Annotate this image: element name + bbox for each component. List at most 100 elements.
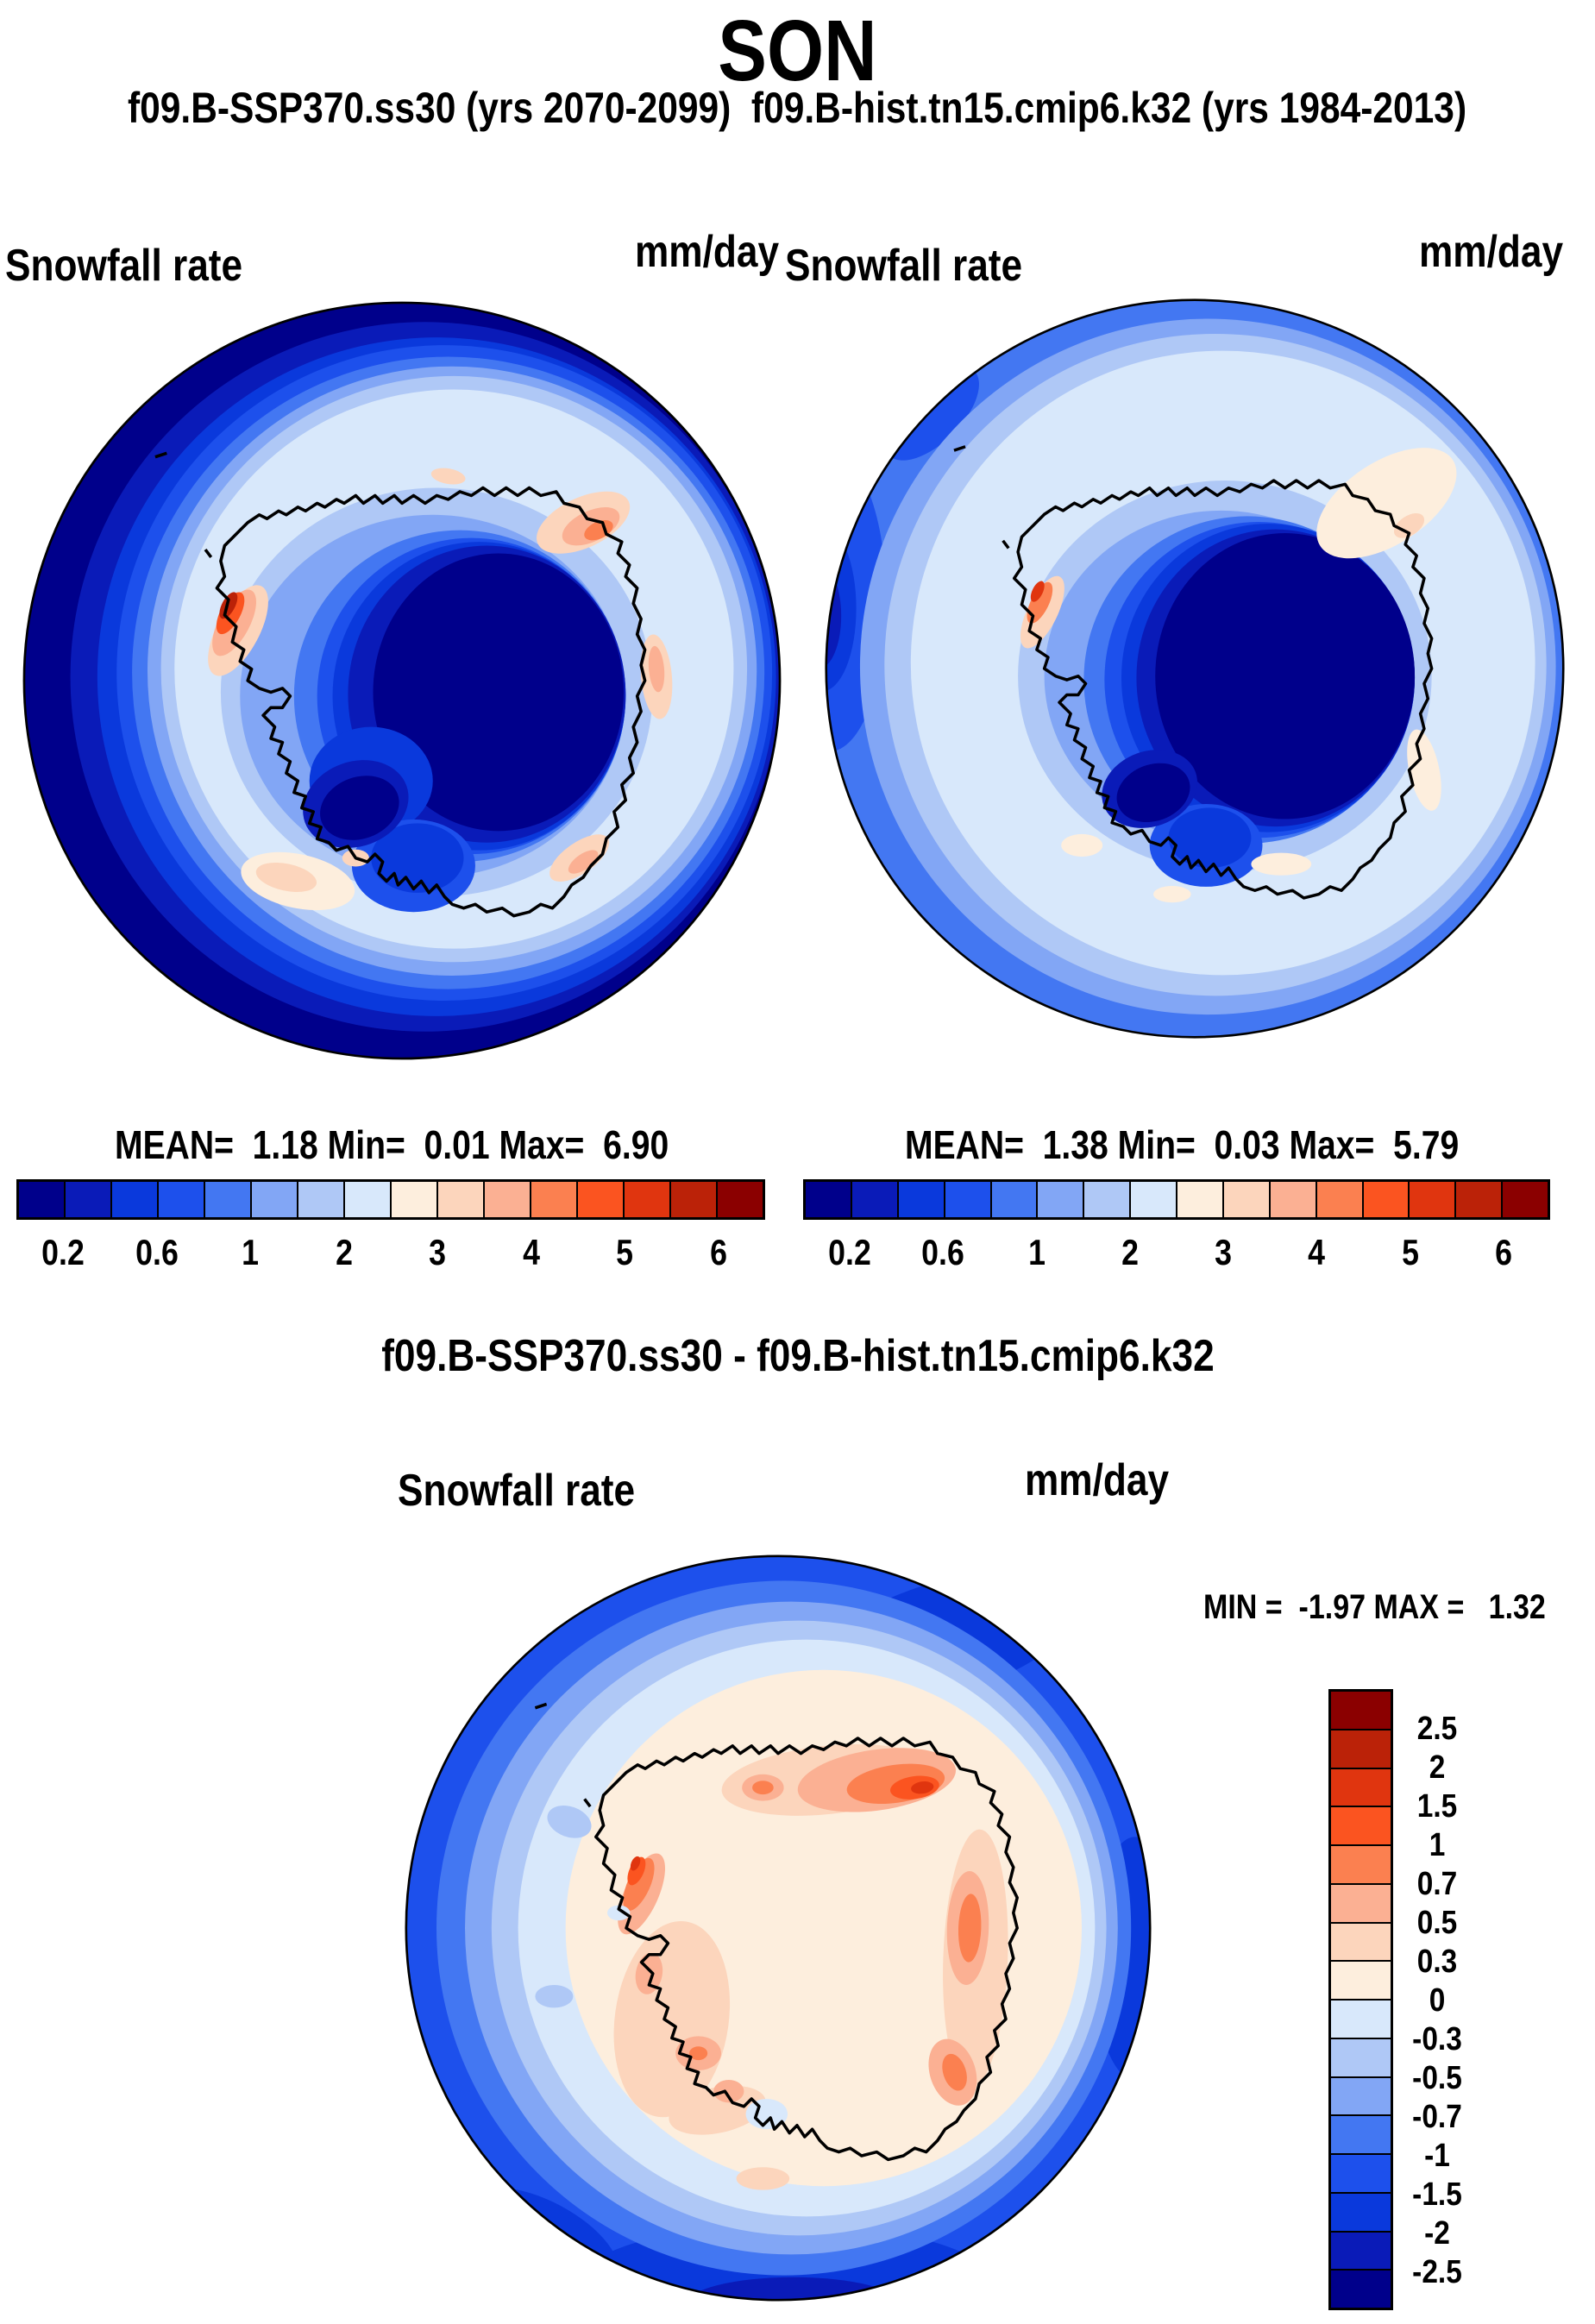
colorbar-cell [1454,1182,1502,1217]
colorbar-tick-label: 3 [429,1232,447,1272]
season-title: SON [0,2,1595,101]
colorbar-cell [896,1182,944,1217]
left-colorbar-ticks: 0.2 0.6 1 2 3 4 5 6 [16,1232,765,1275]
colorbar-cell [806,1182,851,1217]
colorbar-cell [1331,2037,1391,2076]
left-colorbar [16,1179,765,1220]
diff-section-title: f09.B-SSP370.ss30 - f09.B-hist.tn15.cmip… [380,1331,1215,1381]
diff-map-boundary-circle [405,1555,1152,2302]
right-map-stats: MEAN= 1.38 Min= 0.03 Max= 5.79 [905,1122,1460,1167]
map-diff-snowfall [399,1548,1158,2308]
diff-map-units-label: mm/day [1025,1455,1170,1505]
diff-map-stats: MIN = -1.97 MAX = 1.32 [1203,1588,1546,1626]
colorbar-cell [297,1182,343,1217]
left-map-field-label: Snowfall rate [5,241,243,291]
colorbar-tick-label: 2 [1429,1749,1446,1786]
colorbar-tick-label: 0.7 [1416,1866,1458,1902]
colorbar-tick-label: -1 [1424,2138,1450,2174]
colorbar-cell [1331,1692,1391,1729]
colorbar-cell [483,1182,530,1217]
colorbar-cell [1331,1844,1391,1883]
colorbar-tick-label: 6 [1494,1232,1512,1272]
colorbar-cell [1331,2269,1391,2308]
diff-map-field-label: Snowfall rate [398,1466,636,1516]
colorbar-tick-label: 6 [709,1232,727,1272]
colorbar-tick-label: 1 [1429,1827,1446,1863]
colorbar-cell [1331,1999,1391,2038]
colorbar-cell [576,1182,623,1217]
colorbar-cell [1408,1182,1455,1217]
right-map-units-label: mm/day [1419,227,1564,277]
colorbar-cell [204,1182,250,1217]
right-map-field-label: Snowfall rate [785,241,1023,291]
colorbar-cell [989,1182,1037,1217]
left-map-units-label: mm/day [635,227,780,277]
colorbar-cell [343,1182,390,1217]
map-ssp370-snowfall [16,295,788,1066]
right-map-boundary-circle [825,298,1565,1039]
subtitle: f09.B-SSP370.ss30 (yrs 2070-2099) f09.B-… [0,83,1595,133]
season-title-text: SON [718,3,877,99]
colorbar-tick-label: 5 [1401,1232,1419,1272]
colorbar-cell [1331,2114,1391,2153]
colorbar-cell [1331,2191,1391,2231]
colorbar-tick-label: 4 [522,1232,540,1272]
colorbar-tick-label: 0.6 [135,1232,179,1272]
colorbar-cell [1268,1182,1316,1217]
map-hist-snowfall [819,292,1571,1045]
colorbar-cell [390,1182,436,1217]
colorbar-cell [1361,1182,1409,1217]
colorbar-cell [1331,2153,1391,2192]
colorbar-cell [1331,1806,1391,1844]
colorbar-tick-label: 0.2 [828,1232,871,1272]
colorbar-cell [1221,1182,1269,1217]
left-map-boundary-circle [22,301,782,1060]
colorbar-tick-label: -0.5 [1412,2060,1462,2096]
colorbar-tick-label: 1 [1027,1232,1046,1272]
right-colorbar-ticks: 0.2 0.6 1 2 3 4 5 6 [803,1232,1550,1275]
right-map-contour-fill [826,299,1564,1038]
colorbar-cell [1501,1182,1548,1217]
colorbar-tick-label: 4 [1308,1232,1326,1272]
colorbar-cell [530,1182,576,1217]
subtitle-text: f09.B-SSP370.ss30 (yrs 2070-2099) f09.B-… [128,84,1467,132]
colorbar-tick-label: 0.6 [921,1232,965,1272]
colorbar-tick-label: 2 [1121,1232,1139,1272]
colorbar-cell [850,1182,897,1217]
colorbar-cell [716,1182,763,1217]
colorbar-cell [1083,1182,1130,1217]
colorbar-cell [623,1182,669,1217]
colorbar-cell [1331,1960,1391,1999]
colorbar-cell [1331,2076,1391,2115]
colorbar-cell [1331,1728,1391,1768]
colorbar-cell [64,1182,110,1217]
colorbar-tick-label: 5 [616,1232,634,1272]
colorbar-cell [1331,1882,1391,1922]
colorbar-cell [1176,1182,1222,1217]
colorbar-cell [1036,1182,1083,1217]
colorbar-tick-label: 0.5 [1416,1905,1458,1941]
colorbar-tick-label: 1 [242,1232,260,1272]
colorbar-tick-label: -2.5 [1412,2254,1462,2290]
colorbar-tick-label: -2 [1424,2215,1450,2252]
colorbar-tick-label: 0 [1429,1982,1446,2019]
colorbar-cell [1129,1182,1176,1217]
colorbar-cell [943,1182,990,1217]
diff-colorbar-ticks: 2.5 2 1.5 1 0.7 0.5 0.3 0 -0.3 -0.5 -0.7 -1 -1.5 -2 -2… [1399,1689,1475,2310]
colorbar-tick-label: 2.5 [1416,1711,1458,1747]
colorbar-tick-label: 0.3 [1416,1944,1458,1980]
colorbar-cell [157,1182,204,1217]
right-map-anomaly-spots [1020,448,1457,903]
colorbar-tick-label: 0.2 [41,1232,85,1272]
diff-colorbar [1328,1689,1393,2310]
colorbar-cell [1331,1767,1391,1806]
right-colorbar [803,1179,1550,1220]
left-map-contour-fill [23,302,781,1059]
colorbar-cell [19,1182,64,1217]
colorbar-tick-label: -0.3 [1412,2021,1462,2057]
colorbar-cell [250,1182,297,1217]
colorbar-cell [110,1182,157,1217]
colorbar-cell [436,1182,483,1217]
colorbar-cell [669,1182,716,1217]
